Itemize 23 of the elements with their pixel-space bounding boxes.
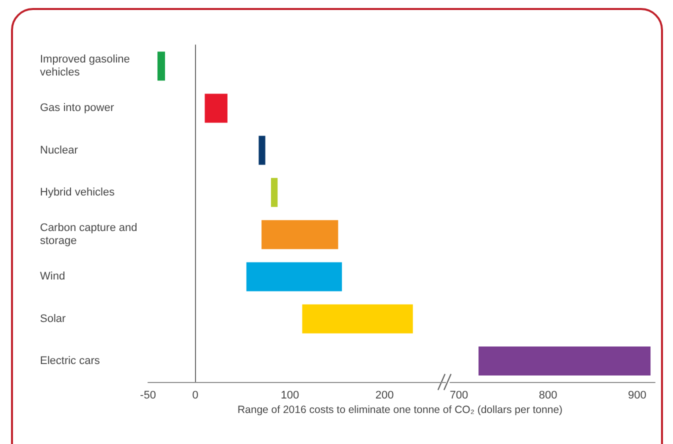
x-tick-label: 800 [538, 390, 558, 402]
bar [204, 94, 228, 123]
x-tick-label: 700 [450, 390, 468, 402]
y-tick-label: Nuclear [40, 144, 78, 156]
bar [258, 136, 266, 165]
x-tick-label: -50 [140, 390, 156, 402]
bar [302, 304, 413, 334]
y-tick-label: Carbon capture and storage [40, 222, 140, 248]
y-tick-label: Improved gasoline vehicles [40, 54, 133, 79]
bar [262, 220, 338, 250]
bar [246, 262, 342, 292]
bar [157, 52, 166, 81]
bar [270, 178, 278, 207]
y-tick-label: Hybrid vehicles [40, 186, 116, 198]
y-tick-label: Electric cars [40, 354, 100, 367]
x-tick-label: 200 [375, 390, 394, 402]
y-tick-label: Solar [40, 312, 66, 325]
x-tick-label: 0 [192, 390, 198, 402]
y-tick-label: Gas into power [40, 102, 114, 114]
x-tick-label: 900 [628, 390, 646, 402]
x-tick-label: 100 [280, 390, 300, 402]
y-tick-label: Wind [40, 270, 66, 283]
x-axis-title: Range of 2016 costs to eliminate one tonne of CO₂ (dollars per tonne) [236, 404, 564, 416]
